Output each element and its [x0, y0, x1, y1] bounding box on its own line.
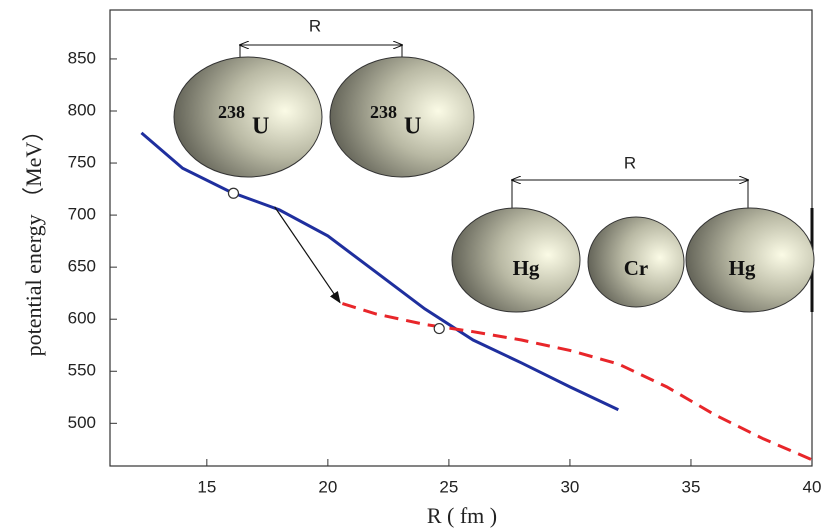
x-tick-label: 30 [560, 477, 579, 496]
y-tick-label: 650 [68, 257, 96, 276]
x-tick-label: 15 [197, 477, 216, 496]
sphere [329, 56, 475, 178]
x-tick-label: 35 [682, 477, 701, 496]
mass-number: 238 [370, 102, 397, 122]
sphere [451, 207, 581, 313]
x-tick-label: 40 [803, 477, 822, 496]
y-axis-label: potential energy （MeV） [21, 120, 46, 357]
y-tick-label: 600 [68, 309, 96, 328]
y-tick-label: 550 [68, 361, 96, 380]
nucleus-label: Cr [624, 256, 649, 280]
y-tick-label: 700 [68, 205, 96, 224]
sphere [685, 207, 815, 313]
line [140, 131, 619, 412]
line [341, 302, 813, 462]
u-dinuclear: R 238 U 238 U [173, 16, 475, 178]
hg-cr-hg: R Hg Cr Hg [451, 153, 815, 313]
y-tick-label: 500 [68, 413, 96, 432]
sphere [587, 216, 685, 308]
marker [227, 187, 240, 199]
y-tick-label: 750 [68, 153, 96, 172]
r-label: R [309, 16, 321, 35]
sphere [173, 56, 323, 178]
nucleus-label: Hg [513, 256, 540, 280]
y-tick-label: 800 [68, 100, 96, 119]
r-label: R [624, 153, 636, 172]
x-tick-label: 25 [439, 477, 458, 496]
x-tick-label: 20 [318, 477, 337, 496]
marker [433, 322, 445, 335]
y-tick-label: 850 [68, 48, 96, 67]
nucleus-label: Hg [729, 256, 756, 280]
arrow [274, 206, 341, 304]
nucleus-label: U [252, 114, 269, 140]
nucleus-label: U [404, 114, 421, 140]
mass-number: 238 [218, 102, 245, 122]
x-axis-label: R ( fm ) [427, 503, 497, 528]
